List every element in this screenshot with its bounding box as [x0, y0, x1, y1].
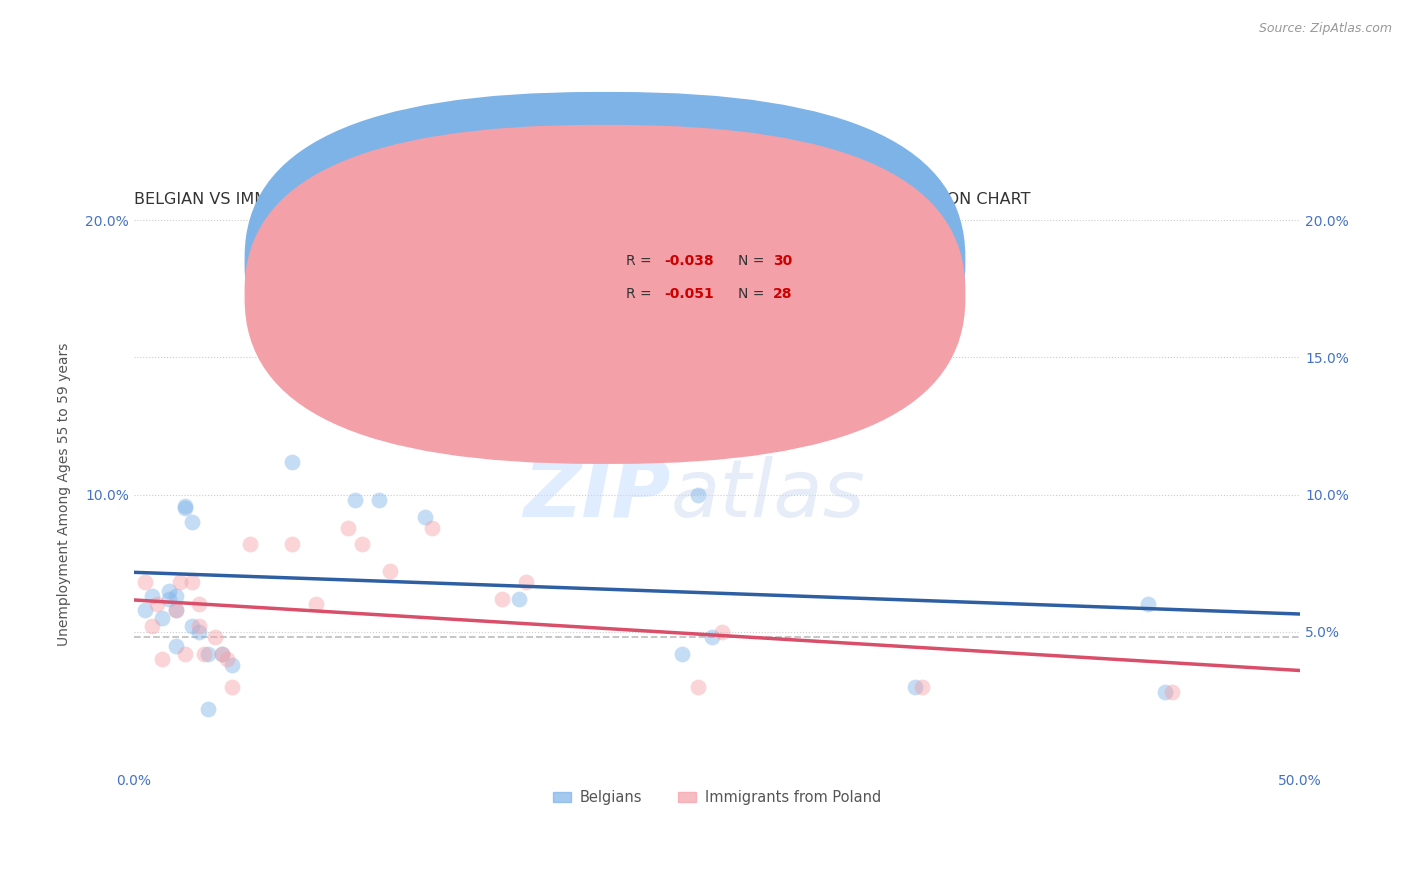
Point — [150, 652, 173, 666]
Point — [1137, 598, 1160, 612]
Point — [150, 611, 173, 625]
Point — [688, 488, 710, 502]
Point — [217, 652, 239, 666]
Point — [211, 647, 233, 661]
Point — [174, 499, 197, 513]
Point — [174, 501, 197, 516]
Point — [281, 537, 304, 551]
Point — [710, 624, 733, 639]
Point — [165, 603, 187, 617]
Point — [204, 630, 226, 644]
Point — [165, 603, 187, 617]
Point — [134, 603, 156, 617]
Point — [344, 493, 367, 508]
Text: Source: ZipAtlas.com: Source: ZipAtlas.com — [1258, 22, 1392, 36]
Point — [337, 520, 360, 534]
Point — [174, 647, 197, 661]
Y-axis label: Unemployment Among Ages 55 to 59 years: Unemployment Among Ages 55 to 59 years — [58, 343, 72, 647]
Point — [911, 680, 934, 694]
Point — [352, 537, 374, 551]
Text: -0.051: -0.051 — [665, 287, 714, 301]
Point — [491, 591, 513, 606]
Point — [141, 589, 163, 603]
Point — [134, 575, 156, 590]
Point — [197, 647, 219, 661]
Point — [702, 630, 724, 644]
Text: -0.038: -0.038 — [665, 254, 714, 268]
Point — [165, 639, 187, 653]
Point — [193, 647, 215, 661]
Point — [671, 647, 693, 661]
Point — [197, 701, 219, 715]
Text: ZIP: ZIP — [523, 456, 671, 533]
Point — [188, 619, 211, 633]
Text: R =: R = — [626, 254, 657, 268]
Point — [181, 575, 204, 590]
Point — [321, 372, 343, 386]
Point — [157, 591, 180, 606]
FancyBboxPatch shape — [245, 125, 966, 464]
Point — [508, 591, 530, 606]
Point — [415, 509, 437, 524]
FancyBboxPatch shape — [576, 236, 869, 319]
Point — [188, 598, 211, 612]
Point — [904, 680, 927, 694]
Legend: Belgians, Immigrants from Poland: Belgians, Immigrants from Poland — [547, 784, 887, 811]
Text: BELGIAN VS IMMIGRANTS FROM POLAND UNEMPLOYMENT AMONG AGES 55 TO 59 YEARS CORRELA: BELGIAN VS IMMIGRANTS FROM POLAND UNEMPL… — [134, 192, 1031, 207]
Text: N =: N = — [738, 287, 769, 301]
Point — [211, 647, 233, 661]
Point — [169, 575, 191, 590]
Point — [422, 520, 444, 534]
Point — [141, 619, 163, 633]
Point — [165, 589, 187, 603]
Point — [146, 598, 169, 612]
Point — [515, 575, 537, 590]
Point — [380, 565, 402, 579]
FancyBboxPatch shape — [245, 92, 966, 431]
Text: R =: R = — [626, 287, 657, 301]
Point — [367, 493, 389, 508]
Point — [1153, 685, 1175, 699]
Text: atlas: atlas — [671, 456, 865, 533]
Text: 28: 28 — [773, 287, 793, 301]
Point — [221, 680, 243, 694]
Point — [239, 537, 262, 551]
Point — [1160, 685, 1182, 699]
Point — [181, 515, 204, 529]
Point — [688, 680, 710, 694]
Text: N =: N = — [738, 254, 769, 268]
Point — [305, 598, 328, 612]
Point — [181, 619, 204, 633]
Text: 30: 30 — [773, 254, 792, 268]
Point — [484, 356, 506, 370]
Point — [188, 624, 211, 639]
Point — [221, 657, 243, 672]
Point — [157, 583, 180, 598]
Point — [281, 455, 304, 469]
